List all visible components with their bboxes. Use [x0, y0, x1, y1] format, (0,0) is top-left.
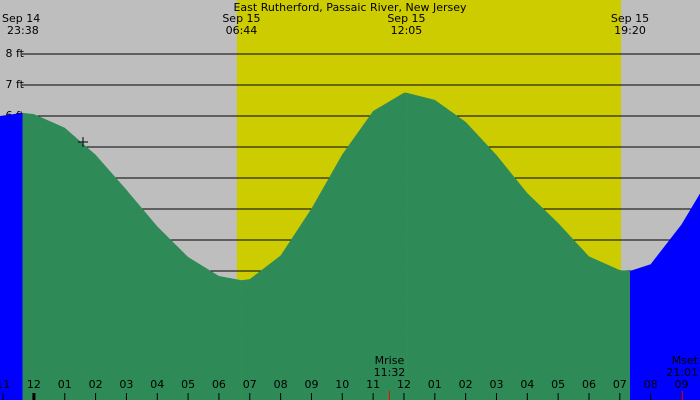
x-tick-label: 12	[27, 378, 41, 391]
extreme-time: 19:20	[614, 24, 646, 37]
x-tick-label: 09	[304, 378, 318, 391]
x-tick-label: 11	[0, 378, 10, 391]
moon-label: Mset	[672, 354, 699, 367]
x-tick-label: 05	[181, 378, 195, 391]
x-tick-label: 02	[459, 378, 473, 391]
x-tick-label: 06	[582, 378, 596, 391]
x-tick-label: 10	[335, 378, 349, 391]
x-tick-label: 02	[89, 378, 103, 391]
x-tick-label: 06	[212, 378, 226, 391]
y-tick-label: 8 ft	[6, 47, 25, 60]
falling-tide	[406, 92, 630, 400]
x-tick-label: 08	[274, 378, 288, 391]
rising-tide	[630, 193, 700, 400]
y-tick-label: 7 ft	[6, 78, 25, 91]
extreme-time: 23:38	[7, 24, 39, 37]
moon-label: Mrise	[375, 354, 405, 367]
x-tick-label: 01	[58, 378, 72, 391]
x-tick-label: 04	[520, 378, 534, 391]
x-tick-label: 07	[613, 378, 627, 391]
rising-tide	[0, 112, 23, 400]
x-tick-label: 07	[243, 378, 257, 391]
extreme-date: Sep 15	[387, 12, 425, 25]
x-tick-label: 03	[489, 378, 503, 391]
x-tick-label: 05	[551, 378, 565, 391]
x-tick-label: 12	[397, 378, 411, 391]
x-tick-label: 08	[644, 378, 658, 391]
extreme-time: 06:44	[226, 24, 258, 37]
falling-tide	[22, 112, 242, 400]
chart-title: East Rutherford, Passaic River, New Jers…	[233, 1, 467, 14]
moon-time: 11:32	[374, 366, 406, 379]
extreme-time: 12:05	[391, 24, 423, 37]
falling-tide	[241, 92, 407, 400]
extreme-date: Sep 14	[2, 12, 40, 25]
x-tick-label: 03	[119, 378, 133, 391]
tide-area	[0, 92, 700, 400]
extreme-date: Sep 15	[611, 12, 649, 25]
moon-time: 21:01	[666, 366, 698, 379]
x-tick-label: 11	[366, 378, 380, 391]
cursor-marker	[78, 137, 88, 147]
extreme-date: Sep 15	[222, 12, 260, 25]
x-tick-label: 09	[674, 378, 688, 391]
x-tick-label: 04	[150, 378, 164, 391]
x-tick-label: 01	[428, 378, 442, 391]
